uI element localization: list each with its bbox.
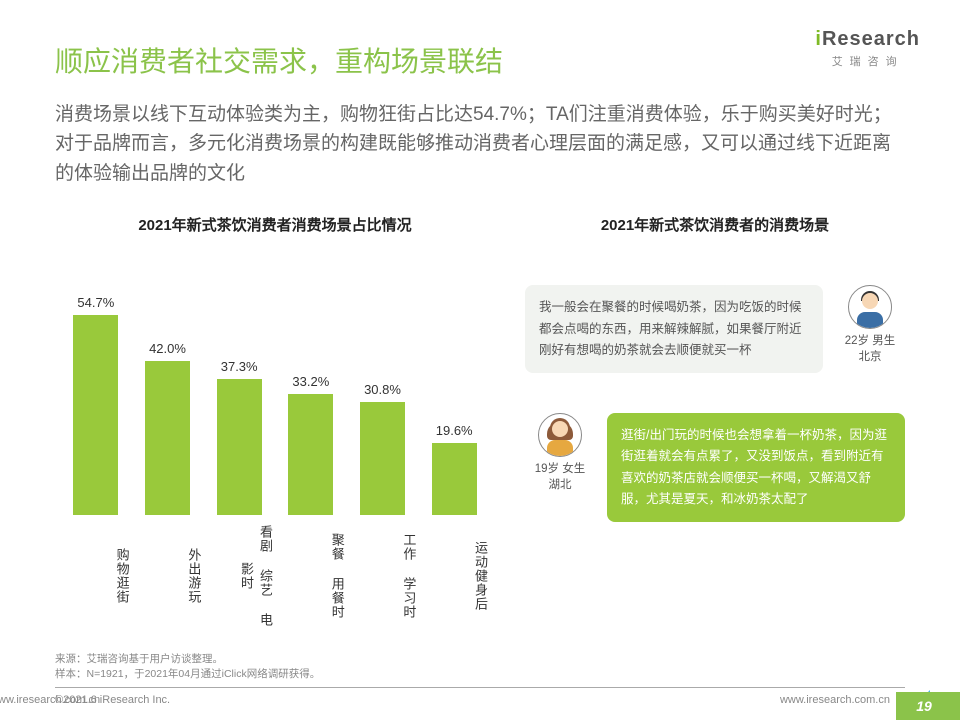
- footnote-source: 来源：艾瑞咨询基于用户访谈整理。: [55, 652, 905, 668]
- x-axis-label: 购物逛街: [60, 521, 132, 631]
- x-axis-label: 运动健身后: [418, 521, 490, 631]
- bar-rect: [73, 315, 118, 516]
- footnotes: 来源：艾瑞咨询基于用户访谈整理。 样本：N=1921，于2021年04月通过iC…: [55, 652, 905, 689]
- quotes-title: 2021年新式茶饮消费者的消费场景: [525, 214, 905, 235]
- bar: 19.6%: [418, 423, 490, 515]
- page-title: 顺应消费者社交需求，重构场景联结: [55, 40, 905, 80]
- quote-2: 逛街/出门玩的时候也会想拿着一杯奶茶，因为逛街逛着就会有点累了，又没到饭点，看到…: [525, 413, 905, 522]
- website: www.iresearch.com.cn: [0, 694, 100, 706]
- content-row: 2021年新式茶饮消费者消费场景占比情况 54.7% 42.0% 37.3% 33.2…: [55, 214, 905, 631]
- copyright: ©2021.6 iResearch Inc. www.iresearch.com…: [55, 694, 170, 706]
- avatar-female-icon: [538, 413, 582, 457]
- chart-x-labels: 购物逛街外出游玩看剧 综艺 电影时聚餐 用餐时工作 学习时运动健身后: [55, 515, 495, 631]
- person-label: 19岁 女生 湖北: [525, 461, 595, 493]
- footnote-sample: 样本：N=1921，于2021年04月通过iClick网络调研获得。: [55, 667, 905, 683]
- quote-bubble: 我一般会在聚餐的时候喝奶茶，因为吃饭的时候都会点喝的东西，用来解辣解腻，如果餐厅…: [525, 285, 823, 373]
- quote-bubble: 逛街/出门玩的时候也会想拿着一杯奶茶，因为逛街逛着就会有点累了，又没到饭点，看到…: [607, 413, 905, 522]
- bar: 54.7%: [60, 295, 132, 516]
- logo: iResearch 艾瑞咨询: [815, 28, 920, 69]
- bar-value-label: 33.2%: [292, 374, 329, 389]
- person-label: 22岁 男生 北京: [835, 333, 905, 365]
- logo-brand: iResearch: [815, 28, 920, 51]
- x-axis-label: 外出游玩: [132, 521, 204, 631]
- website-label: www.iresearch.com.cn: [780, 694, 890, 706]
- slide: iResearch 艾瑞咨询 顺应消费者社交需求，重构场景联结 消费场景以线下互…: [0, 0, 960, 720]
- bar-value-label: 30.8%: [364, 382, 401, 397]
- chart-panel: 2021年新式茶饮消费者消费场景占比情况 54.7% 42.0% 37.3% 33.2…: [55, 214, 495, 631]
- bar-value-label: 19.6%: [436, 423, 473, 438]
- page-subtitle: 消费场景以线下互动体验类为主，购物狂街占比达54.7%；TA们注重消费体验，乐于…: [55, 100, 905, 188]
- quote-1: 我一般会在聚餐的时候喝奶茶，因为吃饭的时候都会点喝的东西，用来解辣解腻，如果餐厅…: [525, 285, 905, 373]
- bar-value-label: 42.0%: [149, 341, 186, 356]
- x-axis-label: 看剧 综艺 电影时: [203, 521, 275, 631]
- chart-title: 2021年新式茶饮消费者消费场景占比情况: [55, 214, 495, 235]
- x-axis-label: 聚餐 用餐时: [275, 521, 347, 631]
- bar-value-label: 37.3%: [221, 359, 258, 374]
- bar-rect: [288, 394, 333, 516]
- bar-chart: 54.7% 42.0% 37.3% 33.2% 30.8% 19.6%: [55, 265, 495, 515]
- quote-person: 19岁 女生 湖北: [525, 413, 595, 493]
- quote-person: 22岁 男生 北京: [835, 285, 905, 365]
- bar: 30.8%: [347, 382, 419, 515]
- bar-rect: [217, 379, 262, 516]
- avatar-male-icon: [848, 285, 892, 329]
- quotes-panel: 2021年新式茶饮消费者的消费场景 我一般会在聚餐的时候喝奶茶，因为吃饭的时候都…: [525, 214, 905, 631]
- bar-value-label: 54.7%: [77, 295, 114, 310]
- bar: 33.2%: [275, 374, 347, 516]
- bar-rect: [360, 402, 405, 515]
- x-axis-label: 工作 学习时: [347, 521, 419, 631]
- bar-rect: [432, 443, 477, 515]
- logo-sub: 艾瑞咨询: [815, 53, 920, 69]
- page-number: 19: [896, 692, 960, 720]
- bar-rect: [145, 361, 190, 515]
- bar: 42.0%: [132, 341, 204, 515]
- bar: 37.3%: [203, 359, 275, 516]
